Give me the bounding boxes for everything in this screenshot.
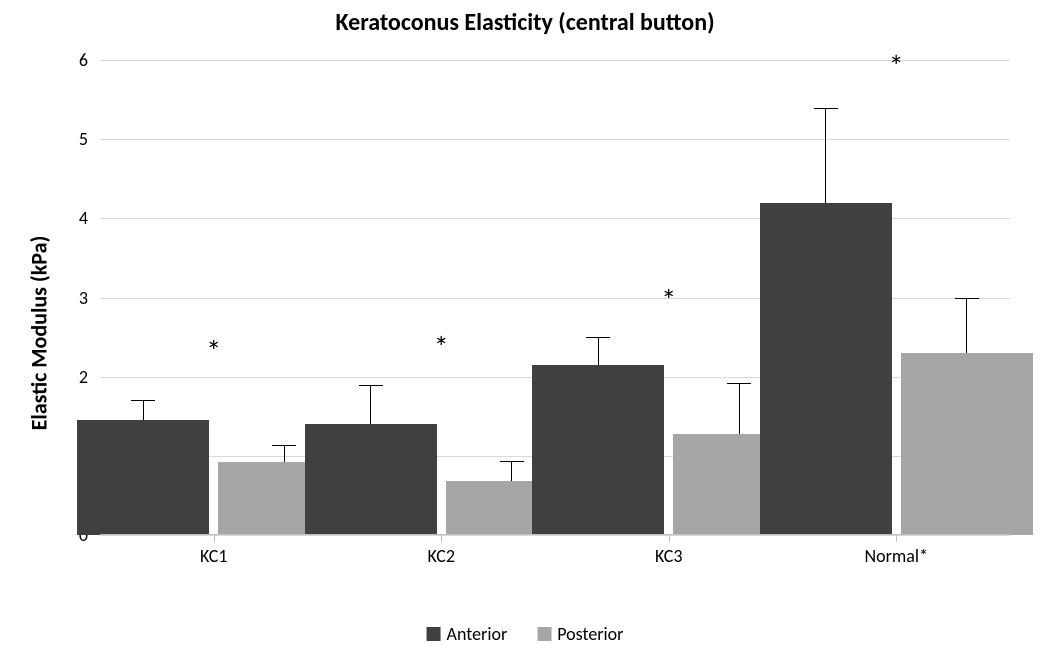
y-tick-label: 4 (79, 207, 100, 229)
y-tick-label: 6 (79, 49, 100, 71)
legend-swatch (537, 627, 551, 641)
y-axis-label: Elastic Modulus (kPa) (26, 235, 53, 430)
bar (305, 424, 437, 535)
plot-inner: 0123456KC1KC2KC3Normal***** (100, 60, 1010, 535)
y-tick-label: 5 (79, 128, 100, 150)
x-axis-line (100, 534, 1010, 535)
error-bar-cap (586, 337, 610, 338)
x-tick-label: Normal* (865, 535, 928, 567)
error-bar-cap (500, 461, 524, 462)
error-bar (143, 400, 144, 420)
bar (901, 353, 1033, 535)
error-bar-cap (955, 298, 979, 299)
error-bar-cap (272, 445, 296, 446)
significance-marker: * (661, 286, 676, 316)
error-bar (598, 337, 599, 365)
x-tick-label: KC1 (200, 535, 227, 567)
legend-label: Posterior (557, 623, 623, 645)
chart-title: Keratoconus Elasticity (central button) (0, 8, 1050, 37)
error-bar (825, 108, 826, 203)
legend-entry: Posterior (537, 623, 623, 645)
grid-line (100, 60, 1010, 61)
bar (77, 420, 209, 535)
x-tick-label: KC3 (655, 535, 682, 567)
error-bar-cap (727, 383, 751, 384)
x-tick-label: KC2 (428, 535, 455, 567)
significance-marker: * (434, 333, 449, 363)
error-bar-cap (359, 385, 383, 386)
y-tick-label: 2 (79, 366, 100, 388)
significance-marker: * (206, 337, 221, 367)
plot-area: 0123456KC1KC2KC3Normal***** (100, 60, 1010, 535)
error-bar (370, 385, 371, 425)
error-bar (739, 383, 740, 434)
grid-line (100, 139, 1010, 140)
chart-container: Keratoconus Elasticity (central button) … (0, 0, 1050, 665)
error-bar (284, 445, 285, 462)
significance-marker: * (889, 52, 904, 82)
legend: Anterior Posterior (427, 623, 624, 645)
y-tick-label: 3 (79, 287, 100, 309)
bar (760, 203, 892, 536)
error-bar-cap (131, 400, 155, 401)
legend-swatch (427, 627, 441, 641)
legend-label: Anterior (447, 623, 508, 645)
error-bar (511, 461, 512, 481)
error-bar-cap (814, 108, 838, 109)
bar (532, 365, 664, 535)
legend-entry: Anterior (427, 623, 508, 645)
error-bar (966, 298, 967, 353)
